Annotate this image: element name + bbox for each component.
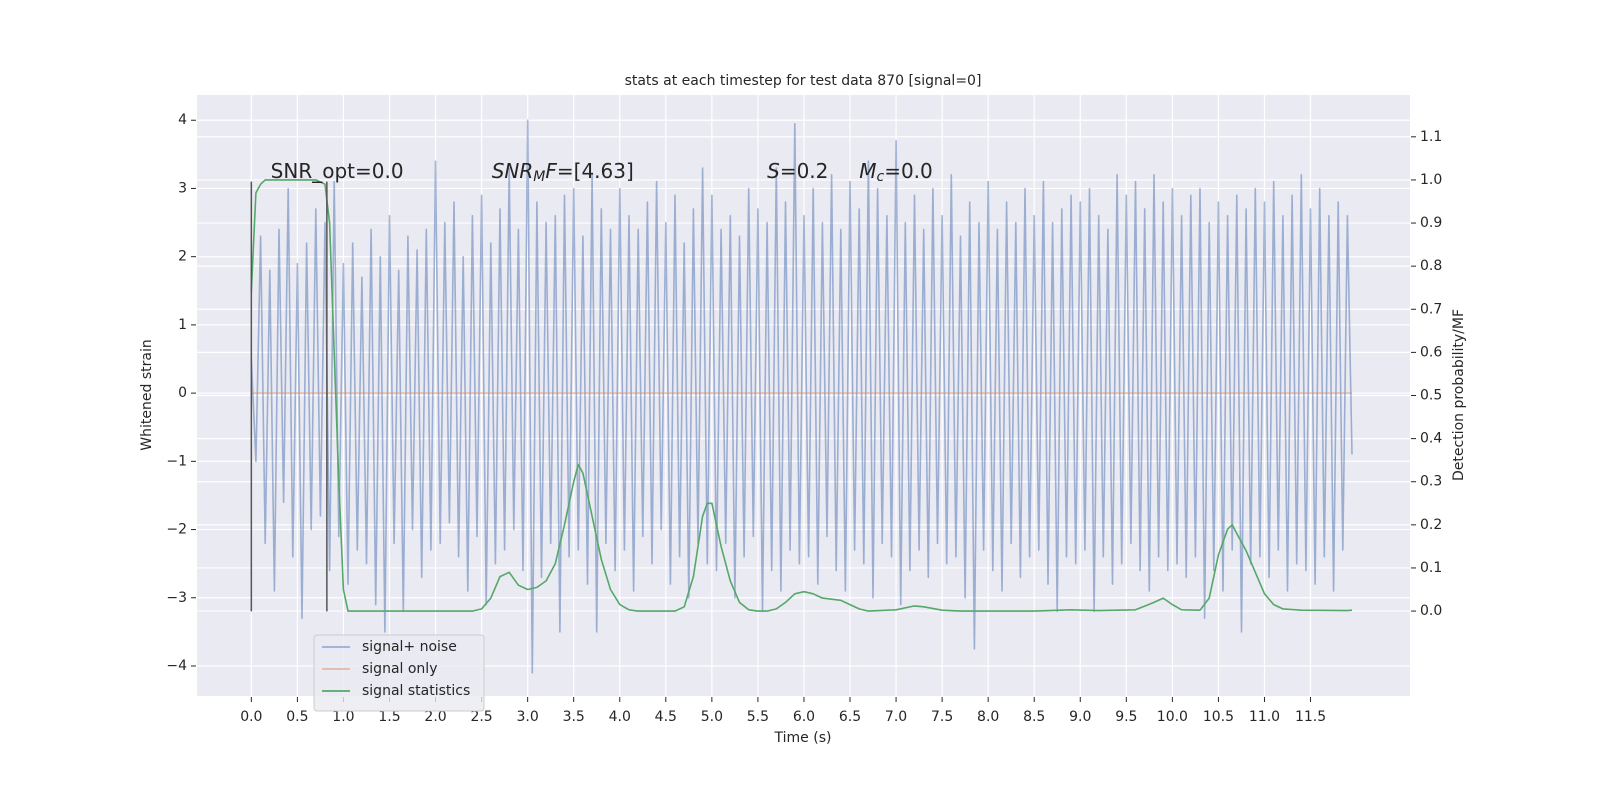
annotation-part: SNR_opt=0.0 bbox=[271, 159, 404, 183]
y2-tick-label: 0.2 bbox=[1420, 517, 1442, 533]
y-tick-label: −3 bbox=[166, 590, 187, 606]
x-tick-label: 8.0 bbox=[977, 709, 999, 725]
y-tick-label: 2 bbox=[178, 249, 187, 265]
x-tick-label: 4.0 bbox=[609, 709, 631, 725]
y2-tick-label: 0.7 bbox=[1420, 301, 1442, 317]
x-tick-label: 6.0 bbox=[793, 709, 815, 725]
y2-tick-label: 0.3 bbox=[1420, 474, 1442, 490]
y2-tick-label: 0.4 bbox=[1420, 431, 1442, 447]
annotation-part: S bbox=[767, 159, 780, 183]
x-tick-label: 0.5 bbox=[286, 709, 308, 725]
y-tick-label: 4 bbox=[178, 112, 187, 128]
legend-label: signal only bbox=[362, 661, 437, 677]
x-axis-label: Time (s) bbox=[774, 730, 832, 746]
annotation-part: SNR bbox=[492, 159, 534, 183]
x-tick-label: 3.5 bbox=[563, 709, 585, 725]
annotation-part: F bbox=[545, 159, 557, 183]
x-tick-label: 10.0 bbox=[1157, 709, 1188, 725]
annotation: Mc=0.0 bbox=[859, 159, 933, 186]
series-line bbox=[250, 119, 1353, 674]
y-tick-label: −1 bbox=[166, 453, 187, 469]
legend-label: signal statistics bbox=[362, 683, 470, 699]
annotation: SNR_opt=0.0 bbox=[271, 159, 404, 183]
x-tick-label: 8.5 bbox=[1023, 709, 1045, 725]
annotation: SNRMF=[4.63] bbox=[492, 159, 634, 186]
annotation-part: =[4.63] bbox=[557, 159, 634, 183]
series-line bbox=[250, 179, 1353, 612]
y2-tick-label: 1.1 bbox=[1420, 129, 1442, 145]
annotation: S=0.2 bbox=[767, 159, 828, 183]
chart-title: stats at each timestep for test data 870… bbox=[625, 73, 982, 89]
x-tick-label: 6.5 bbox=[839, 709, 861, 725]
x-tick-label: 4.5 bbox=[655, 709, 677, 725]
x-tick-label: 2.0 bbox=[424, 709, 446, 725]
annotation-part: =0.2 bbox=[780, 159, 829, 183]
y-tick-label: −4 bbox=[166, 658, 187, 674]
x-tick-label: 10.5 bbox=[1203, 709, 1234, 725]
y-tick-label: 0 bbox=[178, 385, 187, 401]
x-tick-label: 11.5 bbox=[1295, 709, 1326, 725]
x-tick-label: 5.0 bbox=[701, 709, 723, 725]
x-tick-label: 9.0 bbox=[1069, 709, 1091, 725]
x-tick-label: 9.5 bbox=[1115, 709, 1137, 725]
x-tick-label: 0.0 bbox=[240, 709, 262, 725]
y2-tick-label: 0.6 bbox=[1420, 344, 1442, 360]
y2-tick-label: 0.8 bbox=[1420, 258, 1442, 274]
annotation-part: =0.0 bbox=[884, 159, 933, 183]
legend-box bbox=[313, 634, 485, 712]
x-tick-label: 1.5 bbox=[378, 709, 400, 725]
x-tick-label: 7.5 bbox=[931, 709, 953, 725]
y-axis-label: Whitened strain bbox=[139, 339, 155, 450]
y2-tick-label: 0.0 bbox=[1420, 603, 1442, 619]
x-tick-label: 1.0 bbox=[332, 709, 354, 725]
annotation-part: M bbox=[859, 159, 876, 183]
y2-axis-label: Detection probability/MF bbox=[1451, 309, 1467, 481]
y-tick-label: 3 bbox=[178, 180, 187, 196]
y2-tick-label: 0.5 bbox=[1420, 388, 1442, 404]
legend-label: signal+ noise bbox=[362, 639, 457, 655]
y2-tick-label: 0.9 bbox=[1420, 215, 1442, 231]
annotation-part: c bbox=[876, 169, 884, 185]
x-tick-label: 2.5 bbox=[470, 709, 492, 725]
x-tick-label: 7.0 bbox=[885, 709, 907, 725]
y-tick-label: 1 bbox=[178, 317, 187, 333]
x-tick-label: 5.5 bbox=[747, 709, 769, 725]
annotation-part: M bbox=[533, 169, 545, 185]
y2-tick-label: 1.0 bbox=[1420, 172, 1442, 188]
x-tick-label: 11.0 bbox=[1249, 709, 1280, 725]
x-tick-label: 3.0 bbox=[517, 709, 539, 725]
y2-tick-label: 0.1 bbox=[1420, 560, 1442, 576]
y-tick-label: −2 bbox=[166, 522, 187, 538]
